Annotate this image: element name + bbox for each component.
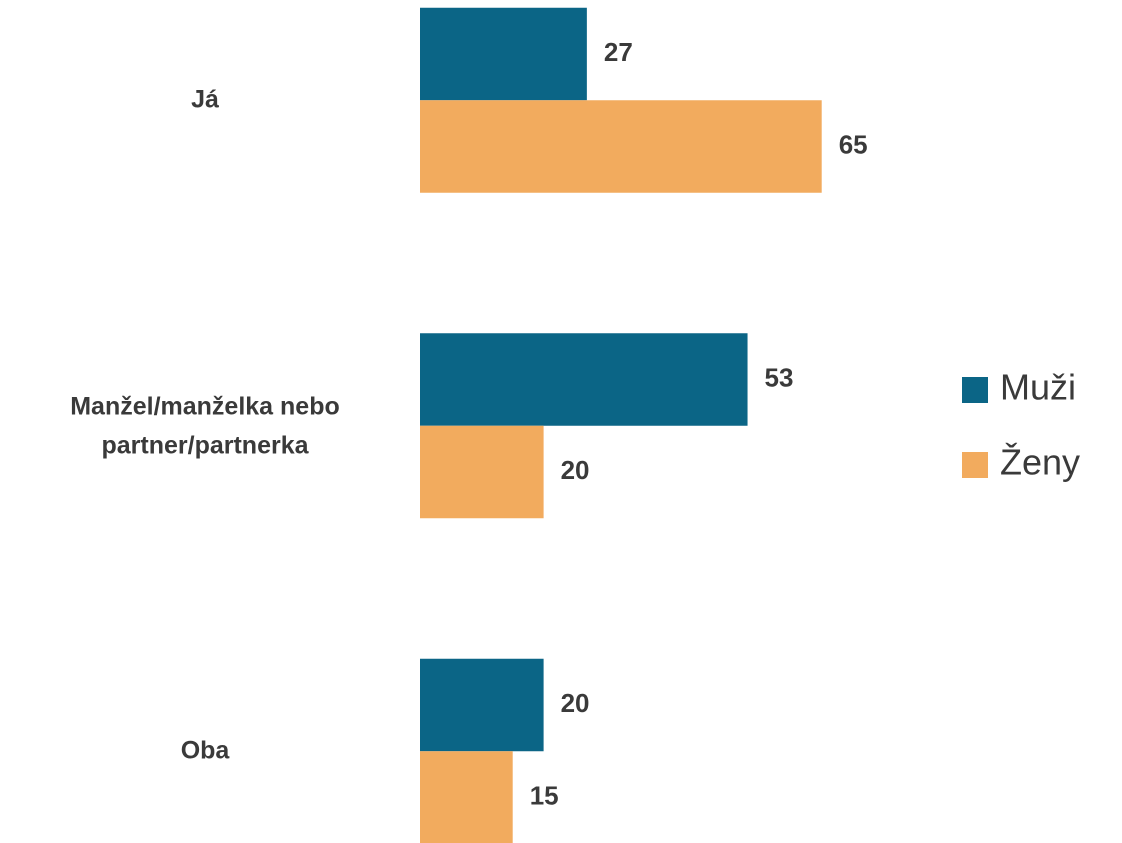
- legend-swatch: [962, 452, 988, 478]
- bar: [420, 425, 544, 519]
- value-label: 65: [839, 129, 868, 159]
- bar: [420, 658, 544, 752]
- value-label: 20: [561, 688, 590, 718]
- value-label: 27: [604, 37, 633, 67]
- value-label: 15: [530, 780, 559, 810]
- legend-label: Muži: [1000, 367, 1076, 408]
- bar: [420, 7, 587, 101]
- category-label: Manžel/manželka nebo partner/partnerka: [70, 392, 340, 459]
- value-label: 20: [561, 455, 590, 485]
- category-label: Já: [191, 85, 219, 114]
- legend-label: Ženy: [1000, 442, 1080, 483]
- bar: [420, 333, 748, 426]
- category-label: Oba: [180, 736, 230, 765]
- bar: [420, 751, 513, 843]
- value-label: 53: [765, 362, 794, 392]
- bar: [420, 100, 822, 193]
- legend-swatch: [962, 377, 988, 403]
